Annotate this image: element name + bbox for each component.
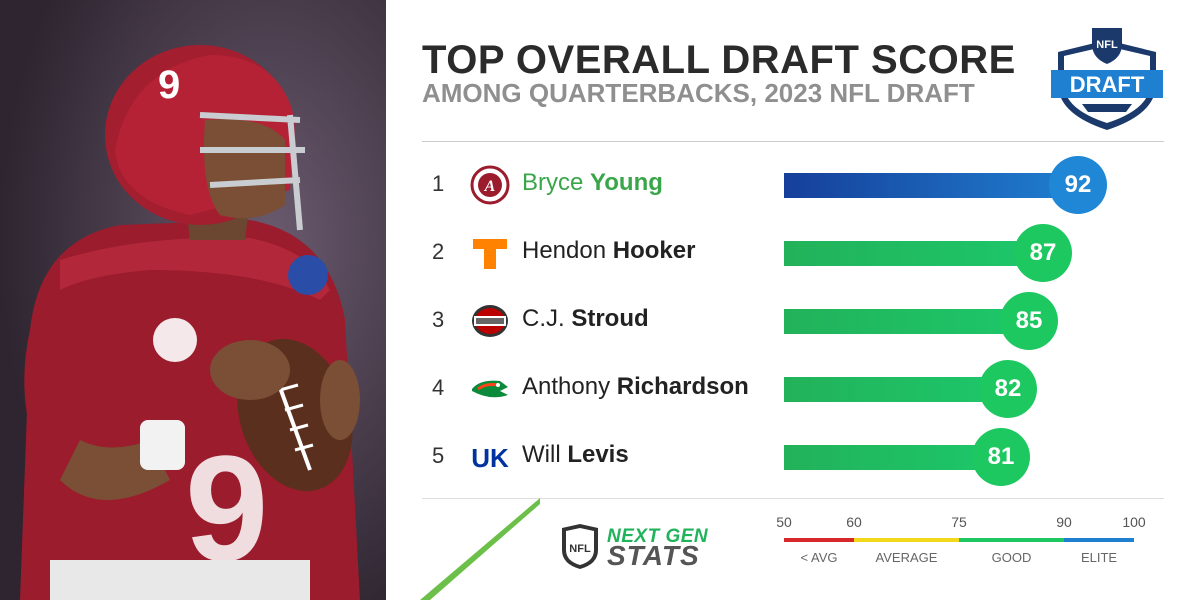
accent-slash bbox=[420, 498, 540, 600]
score-value-label: 82 bbox=[979, 360, 1037, 418]
player-row: 1 A Bryce Young 92 bbox=[0, 156, 1200, 225]
ohio-state-logo-icon bbox=[470, 301, 510, 341]
nfl-draft-logo: DRAFT NFL bbox=[1051, 28, 1163, 130]
score-bar bbox=[784, 309, 1029, 334]
player-last-name: Levis bbox=[567, 441, 629, 468]
scale-category-label: ELITE bbox=[1080, 550, 1118, 565]
score-bar bbox=[784, 445, 1001, 470]
tennessee-logo-icon bbox=[470, 233, 510, 273]
player-photo: 9 9 bbox=[0, 0, 386, 600]
svg-text:9: 9 bbox=[158, 63, 180, 107]
score-value-label: 87 bbox=[1014, 224, 1072, 282]
draft-badge-text: DRAFT bbox=[1070, 72, 1145, 97]
player-first-name: Anthony bbox=[522, 373, 611, 400]
score-value-label: 81 bbox=[972, 428, 1030, 486]
rank-number: 2 bbox=[432, 239, 445, 264]
player-last-name: Young bbox=[590, 169, 663, 196]
footer-divider bbox=[422, 498, 1164, 499]
scale-tick-label: 100 bbox=[1122, 514, 1146, 530]
player-row: 2 Hendon Hooker 87 bbox=[0, 224, 1200, 293]
kentucky-logo-icon: UK bbox=[470, 437, 510, 477]
chart-subtitle: AMONG QUARTERBACKS, 2023 NFL DRAFT bbox=[422, 78, 975, 108]
score-bar bbox=[784, 173, 1078, 198]
nfl-shield-text: NFL bbox=[1096, 39, 1118, 51]
player-row: 5 UK Will Levis 81 bbox=[0, 428, 1200, 497]
rank-number: 1 bbox=[432, 171, 445, 196]
svg-text:UK: UK bbox=[471, 443, 509, 473]
scale-tick-label: 60 bbox=[846, 514, 862, 530]
scale-tick-label: 50 bbox=[776, 514, 792, 530]
player-name: Will Levis bbox=[522, 441, 629, 469]
player-first-name: Bryce bbox=[522, 169, 584, 196]
score-value-label: 85 bbox=[1000, 292, 1058, 350]
scale-tick-label: 90 bbox=[1056, 514, 1072, 530]
florida-logo-icon bbox=[470, 369, 510, 409]
player-last-name: Richardson bbox=[616, 373, 749, 400]
player-name: Anthony Richardson bbox=[522, 373, 749, 401]
scale-tick-label: 75 bbox=[951, 514, 967, 530]
nfl-shield-label: NFL bbox=[569, 543, 591, 555]
player-last-name: Stroud bbox=[571, 305, 649, 332]
player-first-name: Hendon bbox=[522, 237, 607, 264]
player-name: Bryce Young bbox=[522, 169, 663, 197]
chart-title: TOP OVERALL DRAFT SCORE bbox=[422, 38, 1016, 82]
scale-category-label: GOOD bbox=[991, 550, 1032, 565]
svg-text:A: A bbox=[484, 178, 496, 195]
player-name: C.J. Stroud bbox=[522, 305, 649, 333]
score-bar bbox=[784, 241, 1043, 266]
rank-number: 4 bbox=[432, 375, 445, 400]
scale-category-label: < AVG bbox=[800, 550, 838, 565]
player-first-name: Will bbox=[522, 441, 561, 468]
brand-line-1: NEXT GEN bbox=[607, 526, 709, 547]
player-row: 4 Anthony Richardson 82 bbox=[0, 360, 1200, 429]
scale-segment bbox=[784, 538, 854, 542]
header-divider bbox=[422, 141, 1164, 142]
scale-segment bbox=[854, 538, 959, 542]
player-first-name: C.J. bbox=[522, 305, 565, 332]
nfl-shield-icon: NFL bbox=[562, 524, 598, 569]
player-row: 3 C.J. Stroud 85 bbox=[0, 292, 1200, 361]
score-bar bbox=[784, 377, 1008, 402]
player-last-name: Hooker bbox=[612, 237, 696, 264]
scale-category-label: AVERAGE bbox=[875, 550, 938, 565]
scale-segment bbox=[1064, 538, 1134, 542]
rank-number: 3 bbox=[432, 307, 445, 332]
alabama-logo-icon: A bbox=[470, 165, 510, 205]
brand-line-2: STATS bbox=[607, 540, 700, 571]
scale-segment bbox=[959, 538, 1064, 542]
score-value-label: 92 bbox=[1049, 156, 1107, 214]
rank-number: 5 bbox=[432, 443, 445, 468]
player-name: Hendon Hooker bbox=[522, 237, 695, 265]
